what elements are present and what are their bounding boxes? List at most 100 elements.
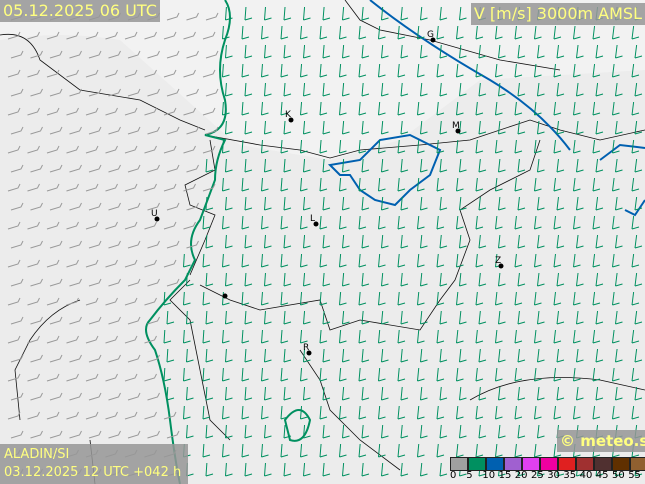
wind-barb — [514, 253, 523, 268]
wind-barb — [222, 101, 230, 116]
wind-barb — [303, 6, 311, 21]
wind-barb — [573, 101, 581, 116]
city-marker — [430, 37, 436, 43]
wind-barb — [534, 25, 542, 40]
wind-barb — [439, 82, 448, 97]
wind-barb — [300, 63, 308, 78]
wind-barb — [381, 272, 389, 287]
wind-barb — [105, 373, 118, 382]
wind-barb — [225, 120, 233, 135]
wind-barb — [166, 430, 180, 439]
wind-barb — [397, 329, 406, 344]
wind-barb — [49, 202, 63, 211]
wind-barb — [612, 329, 620, 344]
wind-barb — [303, 234, 311, 249]
wind-barb — [397, 25, 406, 40]
city-label: Z — [495, 256, 501, 266]
legend-tick: 20 — [514, 470, 528, 481]
legend-swatch — [522, 457, 540, 471]
wind-barb — [342, 120, 350, 135]
wind-barb — [27, 31, 40, 40]
wind-barb — [634, 386, 643, 401]
wind-barb — [69, 202, 82, 211]
wind-barb — [147, 430, 160, 439]
wind-barb — [456, 405, 464, 420]
wind-barb — [498, 158, 506, 173]
wind-barb — [498, 272, 506, 287]
wind-barb — [498, 234, 506, 249]
wind-barb — [183, 107, 196, 116]
wind-barb — [222, 329, 230, 344]
wind-barb — [322, 424, 331, 439]
wind-barb — [631, 367, 640, 382]
wind-barb — [612, 63, 620, 78]
wind-barb — [127, 202, 141, 211]
wind-barb — [339, 215, 347, 230]
wind-barb — [88, 202, 102, 211]
legend-swatch — [450, 457, 468, 471]
legend-tick: 45 — [595, 470, 609, 481]
wind-barb — [342, 6, 350, 21]
wind-barb — [475, 443, 484, 458]
wind-barb — [108, 202, 121, 211]
wind-barb — [163, 411, 177, 420]
wind-barb — [631, 215, 640, 230]
wind-barb — [417, 443, 425, 458]
wind-barb — [10, 50, 24, 59]
wind-barb — [303, 348, 311, 363]
wind-barb — [144, 373, 157, 382]
wind-barb — [417, 25, 425, 40]
wind-barb — [66, 373, 79, 382]
wind-barb — [459, 82, 467, 97]
wind-barb — [166, 386, 175, 401]
wind-barb — [27, 183, 40, 192]
wind-barb — [241, 291, 250, 306]
wind-barb — [495, 177, 503, 192]
wind-barb — [319, 63, 328, 78]
wind-barb — [537, 44, 545, 59]
wind-barb — [397, 101, 406, 116]
wind-barb — [436, 25, 445, 40]
wind-barb — [612, 291, 620, 306]
wind-barb — [592, 215, 601, 230]
wind-barb — [381, 158, 389, 173]
wind-barb — [576, 234, 584, 249]
wind-barb — [358, 253, 367, 268]
wind-barb — [439, 196, 448, 211]
wind-barb — [88, 240, 102, 249]
wind-barb — [576, 120, 584, 135]
wind-barb — [30, 126, 43, 135]
wind-barb — [498, 196, 506, 211]
wind-barb — [30, 392, 43, 401]
wind-barb — [400, 462, 409, 477]
wind-barb — [478, 158, 487, 173]
wind-barb — [631, 329, 640, 344]
wind-barb — [358, 101, 367, 116]
wind-barb — [612, 177, 620, 192]
wind-barb — [127, 430, 141, 439]
wind-barb — [534, 139, 542, 154]
wind-barb — [397, 215, 406, 230]
wind-barb — [183, 405, 191, 420]
wind-barb — [420, 424, 428, 439]
wind-barb — [456, 367, 464, 382]
wind-barb — [202, 69, 216, 78]
wind-barb — [615, 386, 623, 401]
wind-barb — [592, 25, 601, 40]
wind-barb — [144, 183, 157, 192]
wind-barb — [339, 329, 347, 344]
wind-barb — [280, 367, 289, 382]
isotach-lines — [145, 0, 645, 484]
wind-barb — [553, 25, 562, 40]
wind-barb — [108, 88, 121, 97]
wind-barb — [30, 278, 43, 287]
wind-barb — [553, 405, 562, 420]
wind-barb — [378, 215, 386, 230]
wind-barb — [381, 424, 389, 439]
wind-barb — [283, 234, 292, 249]
wind-barb — [342, 82, 350, 97]
wind-barb — [166, 50, 180, 59]
wind-barb — [66, 221, 79, 230]
wind-barb — [631, 139, 640, 154]
wind-barb — [514, 443, 523, 458]
